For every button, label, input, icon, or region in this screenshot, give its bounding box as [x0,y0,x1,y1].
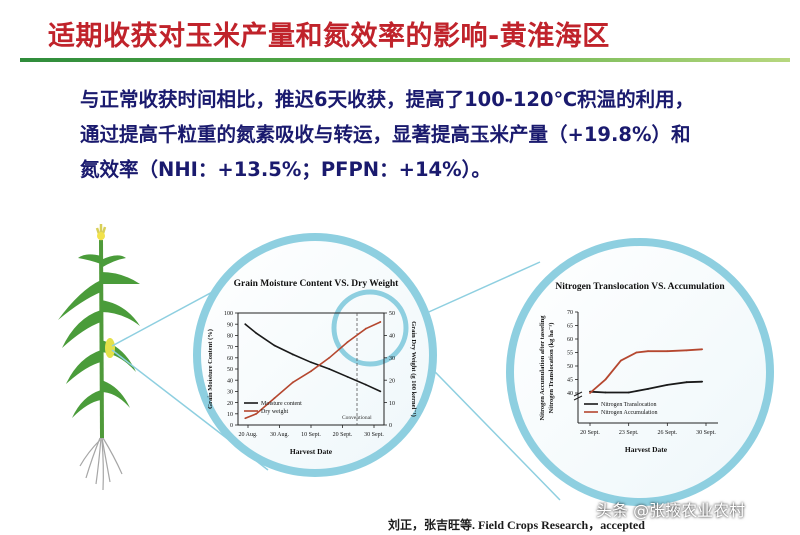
chart1-title: Grain Moisture Content VS. Dry Weight [234,279,400,289]
chart1-x-tick-label: 10 Sept. [301,432,321,438]
chart2-point [701,348,704,351]
chart1-point [244,417,247,420]
title-divider [20,58,790,62]
chart2-y-tick-label: 65 [567,324,573,330]
chart2-x-tick-label: 23 Sept. [619,430,639,436]
chart1-ylabel-right: Grain Dry Weight (g 100 kernel⁻¹) [410,321,417,417]
chart2-point [647,350,649,353]
chart1-x-tick-label: 20 Aug. [238,432,258,438]
chart1-left-tick-label: 80 [227,334,233,340]
chart1-point [310,370,312,373]
chart2-point [604,378,607,381]
chart1-x-tick-label: 30 Aug. [270,432,290,438]
chart1-legend-moisture: Moisture content [261,401,302,407]
chart1-left-tick-label: 40 [227,378,233,384]
chart2-ylabel: Nitrogen Accumulation after tasseling [539,315,546,421]
chart1-point [244,323,247,326]
chart1-point [328,356,331,359]
chart2-point [635,351,638,354]
chart2-point [685,381,688,384]
chart2-x-tick-label: 26 Sept. [657,430,677,436]
zoom-circle [331,289,409,367]
chart-moisture-vs-dryweight: Grain Moisture Content VS. Dry Weight Co… [207,279,417,456]
figure-canvas: Grain Moisture Content VS. Dry Weight Co… [58,224,774,506]
chart1-left-tick-label: 10 [227,412,233,418]
chart1-point [291,353,294,356]
chart2-point [701,380,704,383]
chart2-point [627,391,630,394]
chart2-ylabel-2: Nitrogen Translocation (kg ha⁻¹) [548,323,555,414]
chart1-left-tick-label: 100 [224,311,233,317]
chart1-point [346,341,349,344]
chart1-legend: Moisture content Dry weight [244,401,302,415]
chart1-x-tick-label: 30 Sept. [364,432,384,438]
chart1-x-tick-label: 20 Sept. [333,432,353,438]
chart2-xlabel: Harvest Date [625,445,668,454]
chart1-right-tick-label: 20 [389,378,395,384]
chart-nitrogen-translocation: Nitrogen Translocation VS. Accumulation … [539,282,725,454]
chart2-legend-translocation: Nitrogen Translocation [601,402,657,408]
summary-text: 与正常收获时间相比，推迟6天收获，提高了100-120℃积温的利用， 通过提高千… [80,82,780,187]
chart2-point [666,384,669,386]
chart1-left-tick-label: 20 [227,401,233,407]
title-bar: 适期收获对玉米产量和氮效率的影响-黄淮海区 [0,0,800,62]
chart1-right-tick-label: 50 [389,311,395,317]
chart1-point [255,332,258,335]
chart1-right-tick-label: 40 [389,334,395,340]
chart1-point [273,344,276,347]
chart2-x-tick-label: 30 Sept. [696,430,716,436]
chart2-title: Nitrogen Translocation VS. Accumulation [555,282,725,292]
chart2-y-tick-label: 55 [567,351,573,357]
citation: 刘正，张吉旺等. Field Crops Research，accepted [388,518,645,532]
chart1-left-tick-label: 30 [227,390,233,396]
summary-line-1: 与正常收获时间相比，推迟6天收获，提高了100-120℃积温的利用， [80,88,695,111]
chart1-xlabel: Harvest Date [290,447,333,456]
chart1-left-tick-label: 0 [230,423,233,429]
chart2-y-tick-label: 45 [567,378,573,384]
chart1-point [291,381,294,384]
chart1-point [255,412,258,415]
chart1-left-tick-label: 70 [227,345,233,351]
chart1-point [346,375,349,378]
chart2-y-tick-label: 70 [567,310,573,316]
chart1-point [328,368,331,370]
chart2-point [685,349,688,352]
chart1-right-tick-label: 10 [389,401,395,407]
chart2-point [647,388,649,390]
watermark: 头条 @张掖农业农村 [596,501,746,520]
chart2-point [620,359,622,362]
chart2-y-tick-label: 40 [567,391,573,397]
chart2-point [604,391,607,394]
chart2-y-tick-label: 50 [567,364,573,370]
chart2-legend: Nitrogen Translocation Nitrogen Accumula… [584,402,658,416]
chart1-right-tick-label: 0 [389,423,392,429]
chart2-axis-break [573,391,583,401]
chart1-point [364,327,367,330]
chart1-legend-dryweight: Dry weight [261,409,288,415]
corn-plant-icon [58,224,140,491]
chart2-legend-accumulation: Nitrogen Accumulation [601,410,658,416]
chart1-ylabel-left: Grain Moisture Content (%) [207,329,214,409]
chart1-left-tick-label: 90 [227,322,233,328]
chart2-series-line-accumulation [589,348,703,394]
slide-title: 适期收获对玉米产量和氮效率的影响-黄淮海区 [48,21,610,52]
chart1-annotation: Conventional [342,415,372,421]
chart1-point [379,390,382,393]
chart1-point [273,397,276,400]
summary-line-2: 通过提高千粒重的氮素吸收与转运，显著提高玉米产量（+19.8%）和 [80,123,691,146]
magnifier-lens-icon-right [506,238,774,506]
chart2-y-tick-label: 60 [567,337,573,343]
chart2-x-tick-label: 20 Sept. [580,430,600,436]
chart2-point [666,350,669,353]
chart1-point [310,361,312,364]
chart1-point [364,383,367,386]
summary-line-3: 氮效率（NHI：+13.5%；PFPN：+14%）。 [80,158,491,181]
chart2-point [589,392,591,394]
chart1-point [379,321,382,323]
chart1-left-tick-label: 50 [227,367,233,373]
chart1-right-tick-label: 30 [389,356,395,362]
chart1-left-tick-label: 60 [227,356,233,362]
